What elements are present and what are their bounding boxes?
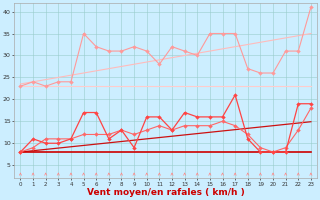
X-axis label: Vent moyen/en rafales ( km/h ): Vent moyen/en rafales ( km/h ) xyxy=(87,188,244,197)
